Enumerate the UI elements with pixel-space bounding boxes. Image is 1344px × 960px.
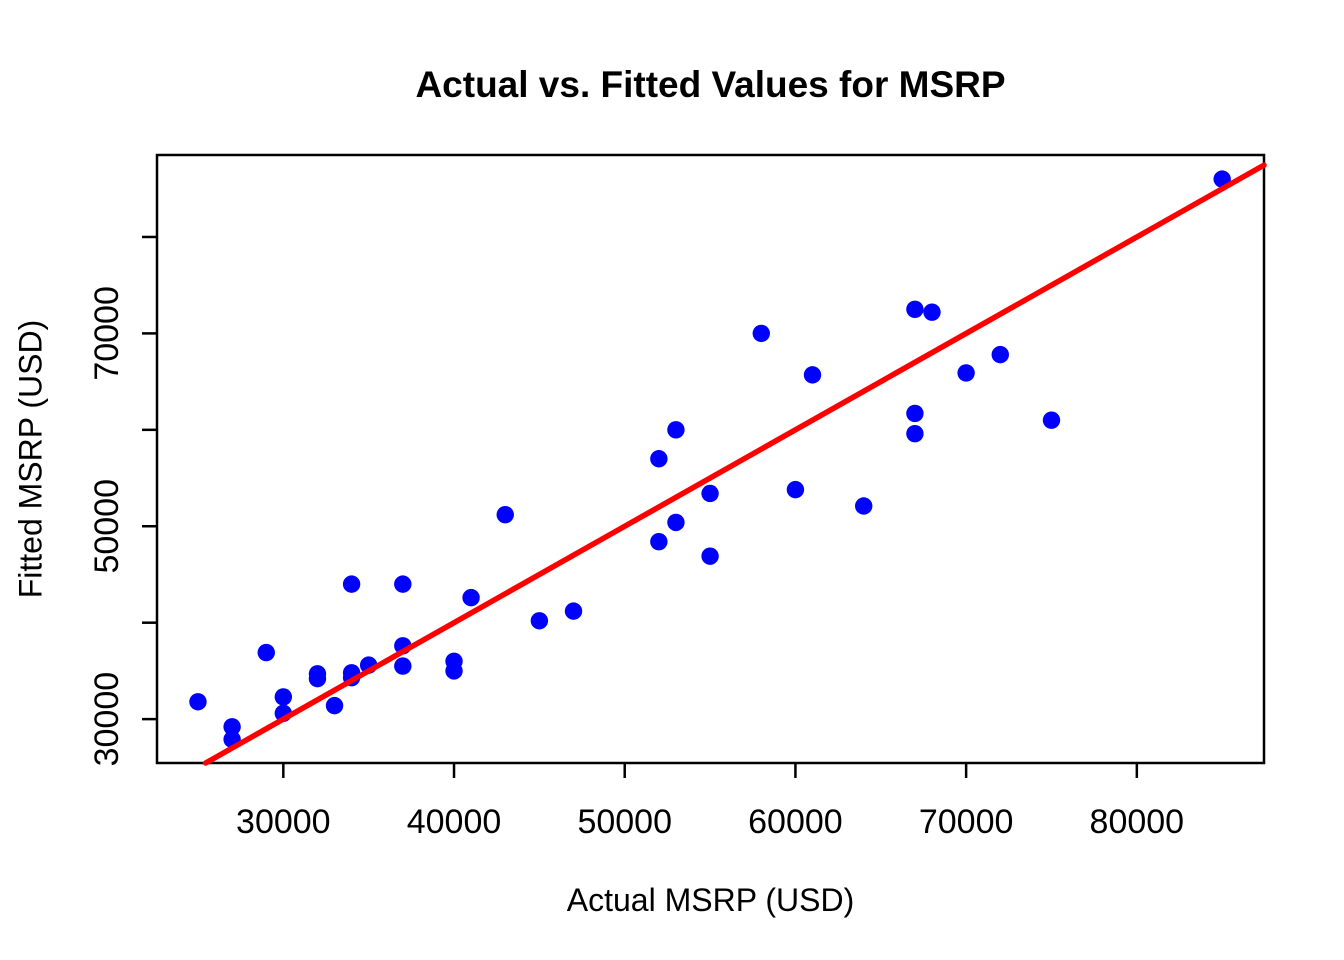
data-point bbox=[189, 693, 207, 711]
data-point bbox=[701, 484, 719, 503]
data-point bbox=[667, 513, 685, 532]
data-point bbox=[906, 300, 924, 318]
data-point bbox=[650, 532, 668, 551]
data-point bbox=[462, 588, 480, 607]
y-tick-label: 50000 bbox=[88, 479, 126, 574]
data-point bbox=[786, 480, 805, 499]
x-tick-label: 50000 bbox=[577, 803, 672, 841]
data-point bbox=[923, 303, 941, 321]
data-point bbox=[957, 364, 975, 382]
data-point bbox=[257, 643, 275, 662]
data-point bbox=[803, 366, 822, 384]
data-point bbox=[1042, 411, 1061, 429]
chart-title: Actual vs. Fitted Values for MSRP bbox=[415, 64, 1006, 105]
y-tick-label: 30000 bbox=[88, 672, 126, 767]
data-point bbox=[394, 657, 412, 675]
data-point bbox=[667, 421, 685, 439]
data-point bbox=[855, 497, 873, 515]
x-axis-label: Actual MSRP (USD) bbox=[566, 882, 855, 918]
data-point bbox=[223, 718, 241, 736]
data-point bbox=[496, 505, 514, 524]
data-point bbox=[564, 602, 583, 620]
data-point bbox=[752, 324, 770, 343]
data-point bbox=[445, 662, 463, 680]
data-point bbox=[325, 696, 344, 715]
data-point bbox=[274, 688, 293, 706]
x-tick-label: 70000 bbox=[919, 803, 1014, 841]
x-tick-label: 30000 bbox=[236, 803, 331, 841]
data-point bbox=[530, 612, 549, 630]
x-tick-label: 80000 bbox=[1090, 803, 1185, 841]
plot-border bbox=[155, 153, 1266, 765]
x-tick-label: 40000 bbox=[407, 803, 502, 841]
data-point bbox=[991, 345, 1009, 364]
data-point bbox=[906, 424, 924, 443]
data-point bbox=[394, 575, 412, 593]
y-tick-label: 70000 bbox=[88, 286, 126, 381]
data-point bbox=[701, 547, 719, 565]
fit-line bbox=[202, 162, 1267, 766]
data-point bbox=[342, 575, 361, 593]
data-point bbox=[308, 669, 327, 688]
data-point bbox=[650, 450, 668, 468]
data-point bbox=[906, 404, 924, 423]
x-tick-label: 60000 bbox=[748, 803, 843, 841]
